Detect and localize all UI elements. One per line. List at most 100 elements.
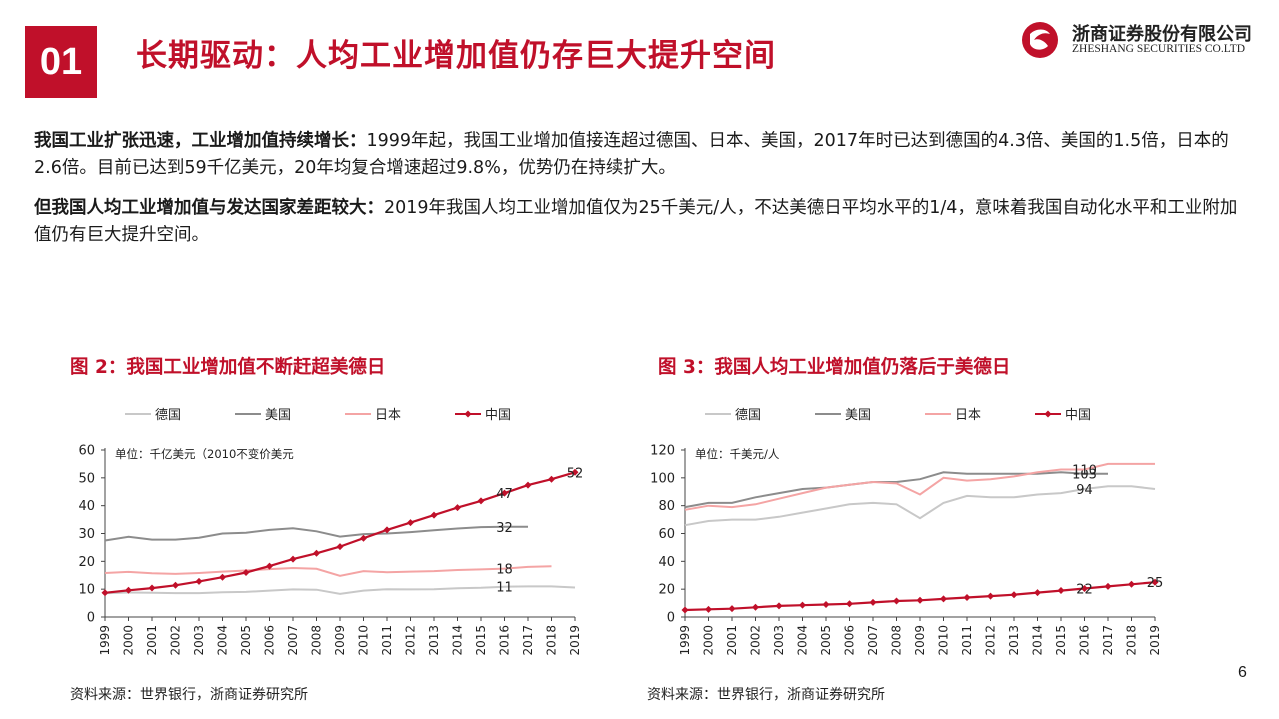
series-line-2 [684, 462, 1155, 511]
legend-marker [1044, 410, 1052, 418]
figure-2-title: 图 2：我国工业增加值不断赶超美德日 [70, 357, 386, 378]
x-tick-label: 2005 [819, 625, 833, 656]
paragraph-1-text: 1999年起，我国工业增加值接连超过德国、日本、美国，2017年时已达到德国的4… [34, 131, 1229, 178]
y-tick-label: 100 [650, 471, 675, 486]
data-point [101, 589, 109, 597]
data-point [752, 603, 759, 611]
paragraph-2-text: 2019年我国人均工业增加值仅为25千美元/人，不达美德日平均水平的1/4，意味… [34, 198, 1238, 245]
x-tick-label: 2008 [310, 625, 324, 656]
data-point [289, 555, 297, 563]
x-tick-label: 2006 [263, 625, 277, 656]
x-tick-label: 2019 [1148, 625, 1162, 656]
legend-item-1: 美国 [235, 408, 291, 423]
data-point [799, 601, 806, 609]
data-point [1104, 582, 1112, 590]
data-point [454, 504, 461, 512]
series-line-1 [684, 471, 1108, 509]
x-tick-label: 2017 [1101, 625, 1115, 656]
logo-english-name: ZHESHANG SECURITIES CO.LTD [1072, 43, 1246, 55]
data-point [705, 605, 712, 613]
data-label: 22 [1076, 582, 1093, 597]
data-point [313, 549, 320, 557]
data-point [963, 594, 971, 602]
x-tick-label: 2009 [333, 625, 347, 656]
logo-chinese-name: 浙商证券股份有限公司 [1072, 24, 1252, 45]
data-point [728, 605, 736, 613]
paragraph-1-lead: 我国工业扩张迅速，工业增加值持续增长： [34, 131, 367, 151]
y-tick-label: 30 [78, 527, 95, 542]
x-tick-label: 2006 [843, 625, 857, 656]
y-tick-label: 60 [78, 444, 95, 459]
data-point [548, 475, 555, 483]
x-tick-label: 2007 [286, 625, 300, 656]
data-label: 94 [1076, 483, 1093, 498]
data-point [148, 584, 156, 592]
x-tick-label: 2003 [772, 625, 786, 656]
unit-note: 单位：千亿美元（2010不变价美元 [115, 447, 294, 461]
x-tick-label: 2003 [192, 625, 206, 656]
x-tick-label: 2012 [984, 625, 998, 656]
data-point [172, 581, 179, 589]
data-point [1034, 589, 1041, 597]
data-point [987, 592, 994, 600]
x-tick-label: 2002 [169, 625, 183, 656]
data-point [266, 562, 273, 570]
paragraph-1: 我国工业扩张迅速，工业增加值持续增长：1999年起，我国工业增加值接连超过德国、… [34, 128, 1244, 182]
slide-title: 长期驱动：人均工业增加值仍存巨大提升空间 [136, 38, 776, 74]
legend-marker [464, 410, 472, 418]
data-point [1081, 584, 1088, 592]
x-tick-label: 2010 [937, 625, 951, 656]
unit-note: 单位：千美元/人 [695, 447, 780, 461]
figure-2-source: 资料来源：世界银行，浙商证券研究所 [70, 687, 308, 703]
legend-label: 日本 [375, 408, 401, 423]
data-point [125, 586, 132, 594]
section-number-badge: 01 [25, 26, 97, 98]
x-tick-label: 1999 [678, 625, 692, 656]
x-tick-label: 2011 [960, 625, 974, 656]
legend-item-3: 中国 [1035, 408, 1091, 423]
y-tick-label: 20 [658, 583, 675, 598]
legend-item-0: 德国 [125, 408, 181, 423]
series-line-0 [684, 485, 1156, 527]
data-label: 18 [496, 563, 513, 578]
y-tick-label: 10 [78, 583, 95, 598]
legend-label: 美国 [265, 408, 291, 423]
y-tick-label: 20 [78, 555, 95, 570]
x-tick-label: 2010 [357, 625, 371, 656]
x-tick-label: 2014 [1031, 625, 1045, 656]
company-logo: 浙商证券股份有限公司 ZHESHANG SECURITIES CO.LTD [1020, 20, 1260, 60]
x-tick-label: 2007 [866, 625, 880, 656]
y-tick-label: 50 [78, 471, 95, 486]
logo-emblem-icon [1022, 22, 1058, 58]
legend-label: 德国 [735, 408, 761, 423]
x-tick-label: 2013 [1007, 625, 1021, 656]
data-point [501, 489, 508, 497]
data-label: 110 [1072, 463, 1097, 478]
data-point [360, 534, 367, 542]
data-point [940, 595, 947, 603]
x-tick-label: 2013 [427, 625, 441, 656]
x-tick-label: 2004 [796, 625, 810, 656]
data-point [336, 543, 344, 551]
legend-label: 美国 [845, 408, 871, 423]
y-tick-label: 120 [650, 444, 675, 459]
data-point [1010, 591, 1018, 599]
x-tick-label: 2018 [1125, 625, 1139, 656]
series-line-0 [104, 585, 576, 595]
data-label: 52 [567, 466, 584, 481]
series-line-1 [104, 525, 528, 542]
data-label: 25 [1147, 576, 1164, 591]
x-tick-label: 2019 [568, 625, 582, 656]
data-label: 11 [496, 581, 513, 596]
legend-item-2: 日本 [925, 408, 981, 423]
y-tick-label: 80 [658, 499, 675, 514]
x-tick-label: 2016 [498, 625, 512, 656]
data-point [477, 497, 485, 505]
x-tick-label: 2016 [1078, 625, 1092, 656]
data-point [869, 598, 877, 606]
data-point [916, 596, 924, 604]
x-tick-label: 1999 [98, 625, 112, 656]
x-tick-label: 2015 [474, 625, 488, 656]
